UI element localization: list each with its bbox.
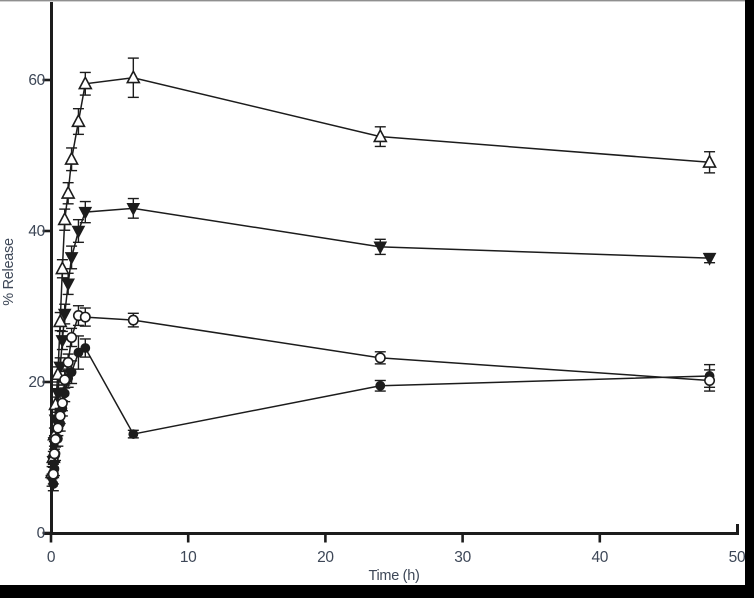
open-circle-marker	[127, 314, 139, 326]
open-up-triangle-marker	[702, 154, 717, 168]
y-axis-title: % Release	[1, 238, 17, 306]
filled-down-triangle-marker	[61, 278, 75, 292]
open-circle-marker	[48, 448, 60, 460]
filled-down-triangle-marker	[78, 206, 93, 220]
x-axis-title: Time (h)	[368, 568, 419, 584]
series-filled-inverted-triangle	[45, 197, 717, 488]
right-frame-bar	[745, 0, 754, 598]
open-up-triangle-marker	[77, 75, 93, 90]
open-up-triangle-marker	[125, 69, 141, 84]
filled-down-triangle-marker	[373, 241, 388, 255]
x-tick-label: 20	[317, 549, 334, 566]
x-tick-label: 0	[47, 549, 56, 566]
y-tick-label: 0	[37, 525, 46, 542]
error-bars	[47, 305, 716, 485]
series-open-circle	[47, 305, 716, 485]
open-up-triangle-marker	[372, 128, 388, 143]
open-circle-marker	[59, 374, 71, 386]
bottom-frame-bar	[0, 585, 754, 598]
open-circle-marker	[704, 374, 716, 386]
filled-circle-marker	[66, 367, 77, 378]
x-tick-label: 50	[729, 549, 746, 566]
open-circle-marker	[56, 397, 68, 409]
open-up-triangle-marker	[64, 151, 79, 165]
filled-circle-marker	[128, 429, 139, 439]
series-open-triangle	[44, 57, 717, 480]
y-tick-label: 40	[28, 223, 45, 240]
filled-circle-marker	[375, 380, 386, 391]
filled-down-triangle-marker	[64, 252, 79, 265]
open-circle-marker	[374, 352, 386, 364]
open-up-triangle-marker	[57, 211, 73, 226]
open-up-triangle-marker	[52, 313, 68, 328]
open-circle-marker	[50, 433, 62, 445]
y-tick-label: 20	[28, 374, 45, 391]
open-circle-marker	[79, 311, 91, 323]
filled-down-triangle-marker	[126, 203, 141, 216]
series-line	[52, 346, 710, 484]
y-tick-label: 60	[28, 72, 45, 89]
series-line	[52, 314, 710, 475]
open-up-triangle-marker	[60, 185, 76, 199]
error-bars	[46, 57, 716, 480]
axis-labels: 0 10 20 30 40 50 0 20 40 60 Time (h) % Release	[1, 72, 746, 584]
open-circle-marker	[52, 422, 64, 434]
filled-down-triangle-marker	[702, 252, 717, 266]
open-circle-marker	[66, 331, 78, 343]
open-up-triangle-marker	[55, 260, 70, 275]
filled-circle-marker	[59, 388, 70, 399]
x-tick-label: 10	[180, 549, 197, 566]
top-edge-line	[0, 0, 754, 2]
open-circle-marker	[62, 356, 74, 368]
filled-circle-marker	[80, 343, 91, 353]
open-up-triangle-marker	[71, 113, 86, 128]
axes	[42, 2, 739, 543]
x-tick-label: 40	[591, 549, 608, 566]
open-circle-marker	[47, 468, 59, 480]
filled-down-triangle-marker	[71, 225, 86, 239]
x-tick-label: 30	[454, 549, 471, 566]
open-circle-marker	[54, 410, 66, 422]
